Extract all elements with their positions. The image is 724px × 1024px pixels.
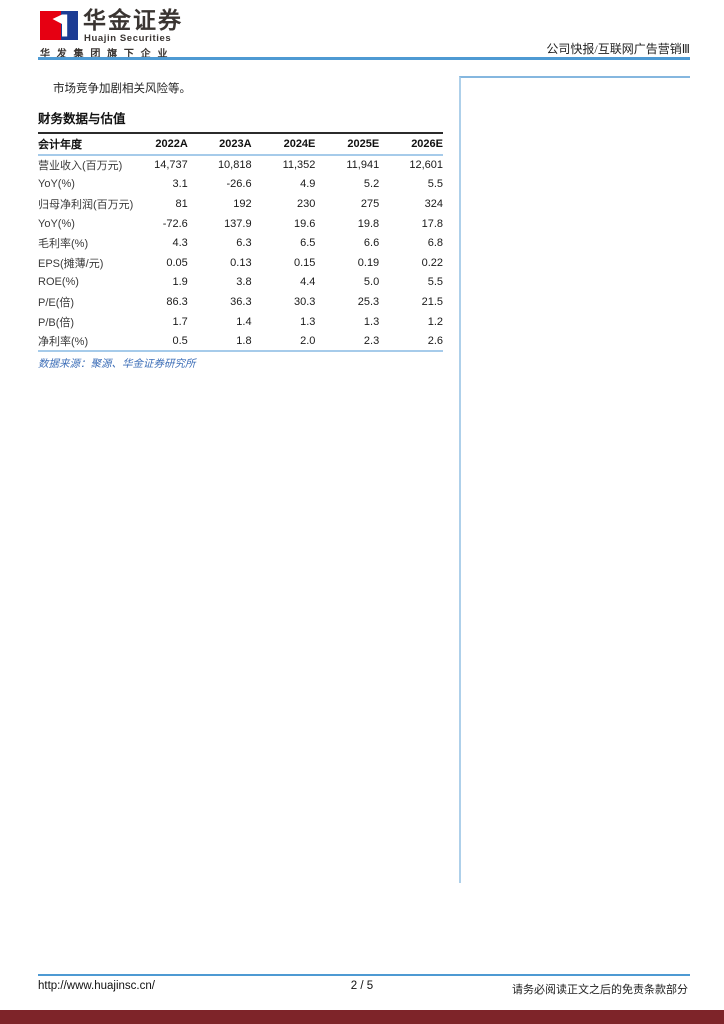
table-cell: 5.5 [427,178,443,191]
table-cell: 0.19 [357,256,380,269]
table-cell: 2.3 [315,331,380,352]
table-row-label: P/E(倍) [38,296,75,309]
table-row-label: P/B(倍) [38,316,75,329]
footer-url-link[interactable]: http://www.huajinsc.cn/ [38,980,155,992]
table-row: ROE(%) 1.9 3.8 4.4 5.0 5.5 [38,273,443,293]
table-row: EPS(摊薄/元) 0.05 0.13 0.15 0.19 0.22 [38,253,443,273]
table-cell: 1.9 [172,276,188,289]
table-cell: 6.6 [363,237,380,250]
table-cell: 5.0 [363,276,380,289]
table-cell: 1.3 [363,315,380,328]
table-cell: 5.5 [427,276,443,289]
table-cell: 230 [297,197,316,210]
table-cell: 6.3 [236,237,252,250]
table-cell: 17.8 [421,217,443,230]
table-cell: 11,352 [282,159,316,172]
table-row-label: YoY(%) [38,217,75,230]
table-row-label: YoY(%) [38,178,75,191]
table-row: YoY(%) 3.1 -26.6 4.9 5.2 5.5 [38,175,443,195]
table-cell: 12,601 [409,159,443,172]
table-title: 财务数据与估值 [38,112,126,126]
source-note: 数据来源：聚源、华金证券研究所 [38,359,196,370]
table-cell: 4.9 [300,178,316,191]
table-row-label: 毛利率(%) [38,238,89,251]
table-row: P/E(倍) 86.3 36.3 30.3 25.3 21.5 [38,292,443,312]
header-divider [38,57,690,60]
table-cell: 14,737 [154,159,188,172]
table-cell: 5.2 [363,178,380,191]
table-cell: 0.15 [293,256,316,269]
table-row: 营业收入(百万元) 14,737 10,818 11,352 11,941 12,601 [38,155,443,175]
table-cell: 36.3 [230,295,252,308]
page-number: 2 / 5 [350,980,374,992]
table-row-label: 营业收入(百万元) [38,160,123,173]
table-row: 净利率(%) 0.5 1.8 2.0 2.3 2.6 [38,331,443,352]
table-header-row: 会计年度 2022A 2023A 2024E 2025E 2026E [38,132,443,156]
table-cell: 81 [175,197,188,210]
table-cell: 10,818 [217,159,252,172]
table-row-label: 净利率(%) [38,331,124,352]
risk-text: 市场竞争加剧相关风险等。 [53,83,191,95]
table-row: P/B(倍) 1.7 1.4 1.3 1.3 1.2 [38,312,443,332]
table-cell: 0.05 [166,256,188,269]
footer-disclaimer: 请务必阅读正文之后的免责条款部分 [512,984,688,996]
bottom-color-bar [0,1010,724,1024]
table-cell: 21.5 [421,295,443,308]
table-cell: 19.6 [293,217,316,230]
table-row-label: EPS(摊薄/元) [38,257,104,270]
table-header-cell: 2023A [187,132,252,156]
table-cell: 275 [360,197,380,210]
brand-tagline: 华 发 集 团 旗 下 企 业 [40,49,170,60]
table-cell: 86.3 [166,295,188,308]
table-cell: 0.13 [230,256,252,269]
table-row-label: ROE(%) [38,276,79,289]
table-cell: 192 [233,197,252,210]
table-cell: 1.3 [300,315,316,328]
financial-table: 会计年度 2022A 2023A 2024E 2025E 2026E 营业收入(百万元) 1… [38,132,443,352]
table-cell: 6.8 [427,237,443,250]
brand-name-cn: 华金证券 [83,7,183,33]
table-cell: 0.22 [421,256,443,269]
table-header-cell: 2024E [251,132,316,156]
table-cell: 1.4 [236,315,252,328]
huajin-logo-icon [40,11,78,40]
table-cell: 25.3 [357,295,380,308]
table-header-cell: 2026E [379,132,443,156]
table-row: 毛利率(%) 4.3 6.3 6.5 6.6 6.8 [38,233,443,253]
table-cell: 30.3 [293,295,316,308]
table-cell: -26.6 [226,178,252,191]
table-cell: 1.7 [172,315,188,328]
table-cell: 0.5 [124,331,188,352]
footer-divider [38,974,690,976]
table-cell: 4.3 [172,237,188,250]
table-cell: 324 [424,197,443,210]
brand-name-en: Huajin Securities [84,33,172,44]
table-cell: 1.2 [427,315,443,328]
table-cell: 19.8 [357,217,380,230]
table-cell: 2.0 [251,331,316,352]
table-row: YoY(%) -72.6 137.9 19.6 19.8 17.8 [38,214,443,234]
table-cell: 4.4 [300,276,316,289]
table-header-cell: 2022A [124,132,188,156]
sidebar-box [459,76,690,883]
table-cell: 3.1 [172,178,188,191]
table-cell: 1.8 [187,331,252,352]
table-cell: 3.8 [236,276,252,289]
fin-table-body: 营业收入(百万元) 14,737 10,818 11,352 11,941 12,601 Y… [38,155,443,352]
table-header-cell: 会计年度 [38,132,124,156]
table-row-label: 归母净利润(百万元) [38,198,134,211]
table-row: 归母净利润(百万元) 81 192 230 275 324 [38,194,443,214]
table-cell: -72.6 [162,217,188,230]
report-category: 公司快报/互联网广告营销Ⅲ [546,42,690,56]
table-cell: 11,941 [346,159,380,172]
table-cell: 6.5 [300,237,316,250]
table-cell: 137.9 [224,217,252,230]
table-header-cell: 2025E [315,132,380,156]
table-cell: 2.6 [379,331,443,352]
